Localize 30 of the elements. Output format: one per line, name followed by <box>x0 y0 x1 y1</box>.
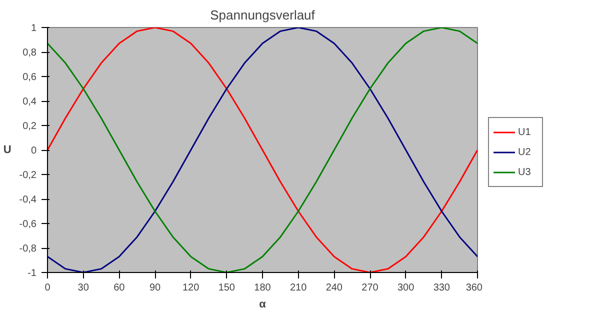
x-tick-label: 360 <box>466 282 483 294</box>
chart-title: Spannungsverlauf <box>210 8 316 22</box>
x-tick-label: 90 <box>149 282 161 294</box>
x-tick-label: 30 <box>78 282 90 294</box>
x-tick-label: 180 <box>254 282 272 294</box>
x-axis-title: α <box>259 298 266 310</box>
legend-label: U3 <box>518 166 532 178</box>
x-tick-label: 330 <box>433 282 450 294</box>
y-tick-label: -0,6 <box>19 219 37 230</box>
x-tick-label: 0 <box>44 282 51 294</box>
y-axis-title: U <box>3 144 12 156</box>
x-tick-label: 210 <box>290 282 308 294</box>
x-tick-label: 120 <box>182 282 200 294</box>
y-tick-label: 0,4 <box>22 96 37 108</box>
legend-label: U1 <box>518 126 532 138</box>
y-tick-label: -0,4 <box>19 194 37 206</box>
y-tick-label: 0,8 <box>22 48 37 58</box>
y-tick-label: -0,8 <box>19 244 37 254</box>
x-tick-label: 240 <box>326 282 343 294</box>
y-tick-label: -0,2 <box>19 170 37 181</box>
y-tick-label: 0 <box>30 146 37 156</box>
y-tick-label: -1 <box>28 268 37 279</box>
x-tick-label: 150 <box>218 282 236 294</box>
legend-label: U2 <box>518 146 532 158</box>
y-tick-label: 1 <box>30 23 37 34</box>
x-tick-label: 60 <box>114 282 126 294</box>
x-tick-label: 300 <box>397 282 415 294</box>
y-tick-label: 0,2 <box>22 121 37 132</box>
y-tick-label: 0,6 <box>22 72 37 83</box>
x-tick-label: 270 <box>362 282 379 294</box>
